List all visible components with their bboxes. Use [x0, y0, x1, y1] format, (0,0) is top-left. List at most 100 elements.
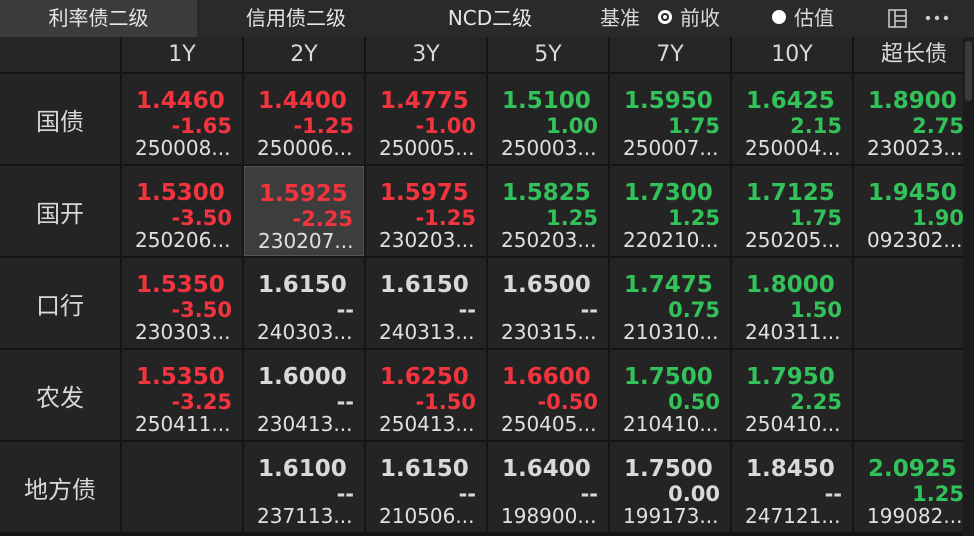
- bond-code: 250411...: [135, 412, 231, 436]
- change: 2.25: [790, 390, 842, 414]
- change: 1.25: [668, 206, 720, 230]
- quote-cell[interactable]: 1.5350 -3.50 230303...: [122, 258, 242, 348]
- change: 1.50: [790, 298, 842, 322]
- column-header: 1Y: [122, 37, 242, 72]
- quote-cell[interactable]: 1.7500 0.50 210410...: [610, 350, 730, 440]
- radio-button[interactable]: [658, 10, 672, 24]
- yield: 1.6150: [380, 272, 469, 298]
- quote-cell[interactable]: 1.7300 1.25 220210...: [610, 166, 730, 256]
- quote-cell[interactable]: 1.4400 -1.25 250006...: [244, 74, 364, 164]
- yield: 1.6250: [380, 364, 469, 390]
- bond-code: 250007...: [623, 136, 719, 160]
- yield: 1.6100: [258, 456, 347, 482]
- yield: 1.7950: [746, 364, 835, 390]
- yield: 1.5950: [624, 88, 713, 114]
- change: --: [458, 482, 476, 506]
- yield: 1.6150: [258, 272, 347, 298]
- quote-cell[interactable]: 1.9450 1.90 092302...: [854, 166, 974, 256]
- change: 1.75: [790, 206, 842, 230]
- quote-cell[interactable]: 1.8900 2.75 230023...: [854, 74, 974, 164]
- radio-button[interactable]: [772, 10, 786, 24]
- change: -1.25: [415, 206, 476, 230]
- bond-code: 250008...: [135, 136, 231, 160]
- yield: 1.7475: [624, 272, 713, 298]
- quote-cell[interactable]: 1.8450 -- 247121...: [732, 442, 852, 532]
- basis-option[interactable]: 前收: [658, 0, 720, 37]
- quote-cell[interactable]: 1.5925 -2.25 230207...: [244, 166, 364, 256]
- quote-cell[interactable]: 1.7475 0.75 210310...: [610, 258, 730, 348]
- row-label: 口行: [0, 258, 120, 348]
- change: -1.50: [415, 390, 476, 414]
- quote-cell[interactable]: 1.5975 -1.25 230203...: [366, 166, 486, 256]
- tab[interactable]: 信用债二级: [246, 6, 346, 30]
- bond-code: 250003...: [501, 136, 597, 160]
- bond-code: 092302...: [867, 228, 963, 252]
- change: --: [336, 390, 354, 414]
- row-label: 地方债: [0, 442, 120, 532]
- yield: 1.4775: [380, 88, 469, 114]
- bond-code: 250413...: [379, 412, 475, 436]
- bond-code: 240313...: [379, 320, 475, 344]
- bond-code: 250006...: [257, 136, 353, 160]
- quote-cell[interactable]: 1.6150 -- 210506...: [366, 442, 486, 532]
- empty-cell: [122, 442, 242, 532]
- change: --: [458, 298, 476, 322]
- quote-cell[interactable]: 1.4775 -1.00 250005...: [366, 74, 486, 164]
- tab[interactable]: NCD二级: [447, 6, 533, 30]
- bond-code: 210506...: [379, 504, 475, 528]
- yield: 1.5350: [136, 272, 225, 298]
- quote-cell[interactable]: 1.5950 1.75 250007...: [610, 74, 730, 164]
- bond-code: 220210...: [623, 228, 719, 252]
- yield: 1.5825: [502, 180, 591, 206]
- layout-icon[interactable]: [888, 9, 907, 28]
- scroll-thumb[interactable]: [965, 41, 972, 101]
- basis-option[interactable]: 估值: [772, 0, 834, 37]
- toolbar-icons: [888, 9, 949, 28]
- quote-cell[interactable]: 1.4460 -1.65 250008...: [122, 74, 242, 164]
- change: 2.75: [912, 114, 964, 138]
- quote-cell[interactable]: 1.6425 2.15 250004...: [732, 74, 852, 164]
- quote-cell[interactable]: 1.6250 -1.50 250413...: [366, 350, 486, 440]
- change: 2.15: [790, 114, 842, 138]
- change: 1.25: [546, 206, 598, 230]
- option-label: 估值: [794, 6, 834, 30]
- quote-cell[interactable]: 1.6000 -- 230413...: [244, 350, 364, 440]
- quote-cell[interactable]: 1.7950 2.25 250410...: [732, 350, 852, 440]
- change: 0.50: [668, 390, 720, 414]
- yield: 1.8000: [746, 272, 835, 298]
- top-bar: 利率债二级 信用债二级 NCD二级 基准 前收 估值: [0, 0, 974, 37]
- change: 0.00: [668, 482, 720, 506]
- quote-cell[interactable]: 1.6400 -- 198900...: [488, 442, 608, 532]
- quote-cell[interactable]: 1.8000 1.50 240311...: [732, 258, 852, 348]
- change: --: [580, 482, 598, 506]
- quote-cell[interactable]: 1.6600 -0.50 250405...: [488, 350, 608, 440]
- change: 1.90: [912, 206, 964, 230]
- quote-cell[interactable]: 1.7125 1.75 250205...: [732, 166, 852, 256]
- quote-cell[interactable]: 1.5100 1.00 250003...: [488, 74, 608, 164]
- quote-cell[interactable]: 1.5300 -3.50 250206...: [122, 166, 242, 256]
- change: -3.50: [171, 298, 232, 322]
- quote-cell[interactable]: 1.7500 0.00 199173...: [610, 442, 730, 532]
- yield: 1.4400: [258, 88, 347, 114]
- bond-code: 250203...: [501, 228, 597, 252]
- more-icon[interactable]: [925, 15, 949, 21]
- yield: 1.6425: [746, 88, 835, 114]
- row-label: 农发: [0, 350, 120, 440]
- scrollbar[interactable]: [963, 37, 974, 536]
- quote-cell[interactable]: 1.5825 1.25 250203...: [488, 166, 608, 256]
- change: -2.25: [292, 207, 353, 231]
- quote-cell[interactable]: 1.6150 -- 240303...: [244, 258, 364, 348]
- tab[interactable]: 利率债二级: [0, 0, 197, 37]
- quote-cell[interactable]: 1.5350 -3.25 250411...: [122, 350, 242, 440]
- bond-code: 250004...: [745, 136, 841, 160]
- bond-code: 240303...: [257, 320, 353, 344]
- quote-cell[interactable]: 1.6100 -- 237113...: [244, 442, 364, 532]
- quote-cell[interactable]: 2.0925 1.25 199082...: [854, 442, 974, 532]
- bond-code: 230303...: [135, 320, 231, 344]
- bond-code: 250410...: [745, 412, 841, 436]
- quote-cell[interactable]: 1.6150 -- 240313...: [366, 258, 486, 348]
- quote-cell[interactable]: 1.6500 -- 230315...: [488, 258, 608, 348]
- basis-label: 基准: [600, 6, 640, 30]
- header-corner: [0, 37, 120, 72]
- bond-code: 199082...: [867, 504, 963, 528]
